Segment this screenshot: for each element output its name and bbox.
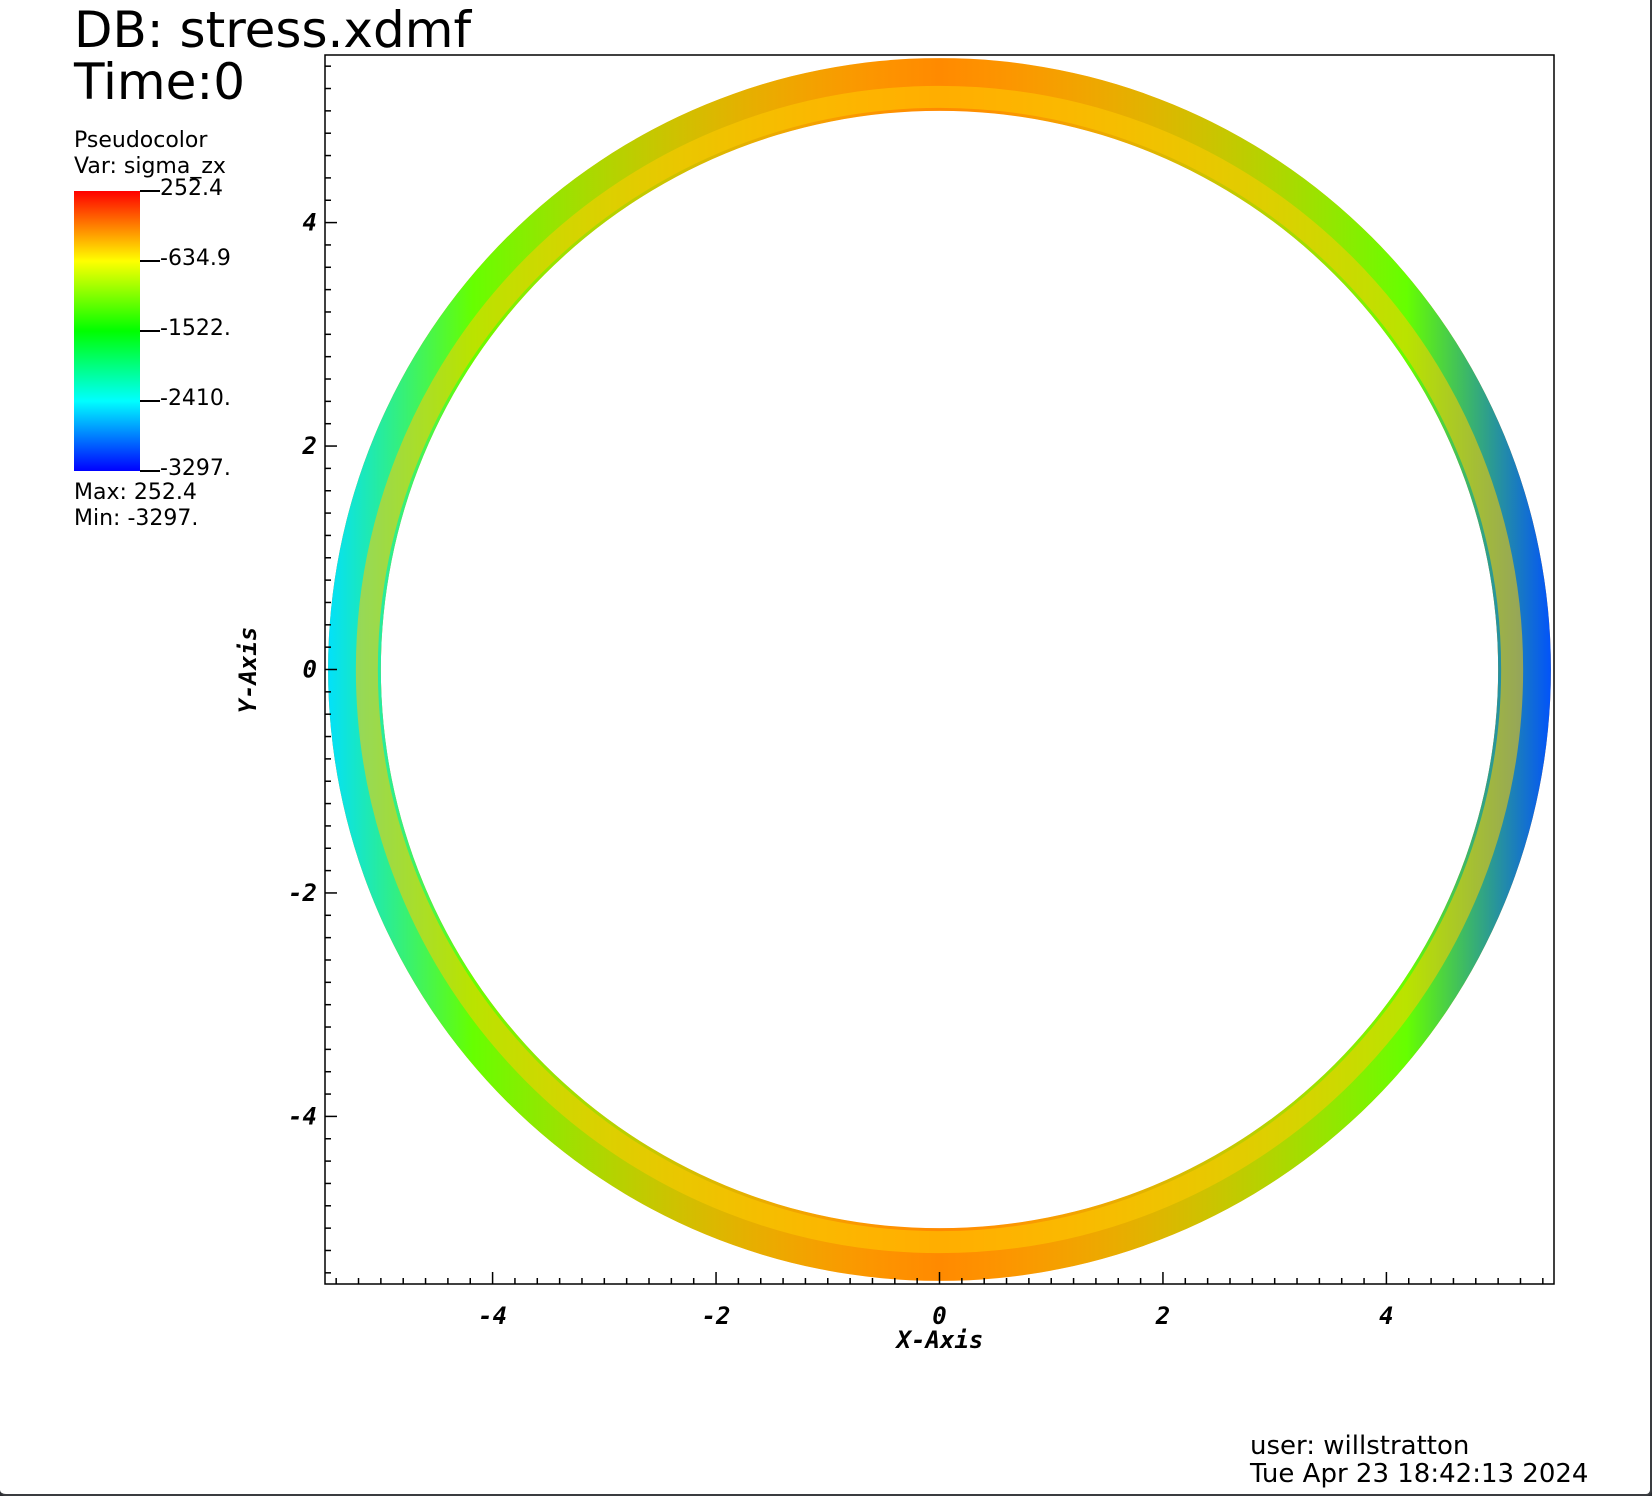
y-tick-label: 4 <box>303 209 317 237</box>
ring-edge-gradient <box>328 58 1551 1281</box>
ring-inner-band <box>355 85 1524 1254</box>
database-title: DB: stress.xdmf <box>74 1 472 59</box>
ring-fill <box>328 58 1551 1281</box>
legend-tick-label: -3297. <box>160 456 231 481</box>
time-label: Time:0 <box>74 53 246 111</box>
legend-min: Min: -3297. <box>74 506 199 531</box>
legend-tick-label: -1522. <box>160 316 231 341</box>
x-tick-label: -4 <box>478 1302 507 1330</box>
legend-color-bar <box>74 191 140 471</box>
legend-tick-label: -2410. <box>160 386 231 411</box>
plot-area[interactable]: -4 -2 0 2 4 -4 -2 0 2 4 X-Axis Y-Axis <box>0 0 1652 1440</box>
legend-variable: Var: sigma_zx <box>74 154 226 179</box>
timestamp-label: Tue Apr 23 18:42:13 2024 <box>1250 1459 1589 1489</box>
legend-title: Pseudocolor <box>74 128 208 153</box>
x-tick-label: 4 <box>1379 1302 1393 1330</box>
y-axis-ticks: -4 -2 0 2 4 <box>288 65 337 1274</box>
x-axis-label: X-Axis <box>895 1326 984 1354</box>
legend-tick <box>140 330 160 332</box>
legend-max: Max: 252.4 <box>74 480 197 505</box>
y-tick-label: 2 <box>302 432 317 460</box>
x-tick-label: -2 <box>702 1302 731 1330</box>
legend-tick-label: -634.9 <box>160 246 231 271</box>
y-tick-label: 0 <box>303 656 317 684</box>
x-axis-ticks: -4 -2 0 2 4 <box>335 1272 1544 1330</box>
y-tick-label: -4 <box>288 1102 317 1130</box>
user-label: user: willstratton <box>1250 1431 1470 1461</box>
legend-tick <box>140 260 160 262</box>
legend-tick <box>140 190 160 192</box>
y-axis-label: Y-Axis <box>234 627 262 714</box>
x-tick-label: 0 <box>932 1302 946 1330</box>
y-tick-label: -2 <box>288 879 317 907</box>
x-tick-label: 2 <box>1155 1302 1170 1330</box>
legend-tick <box>140 400 160 402</box>
legend-tick <box>140 470 160 472</box>
legend-tick-label: 252.4 <box>160 176 223 201</box>
